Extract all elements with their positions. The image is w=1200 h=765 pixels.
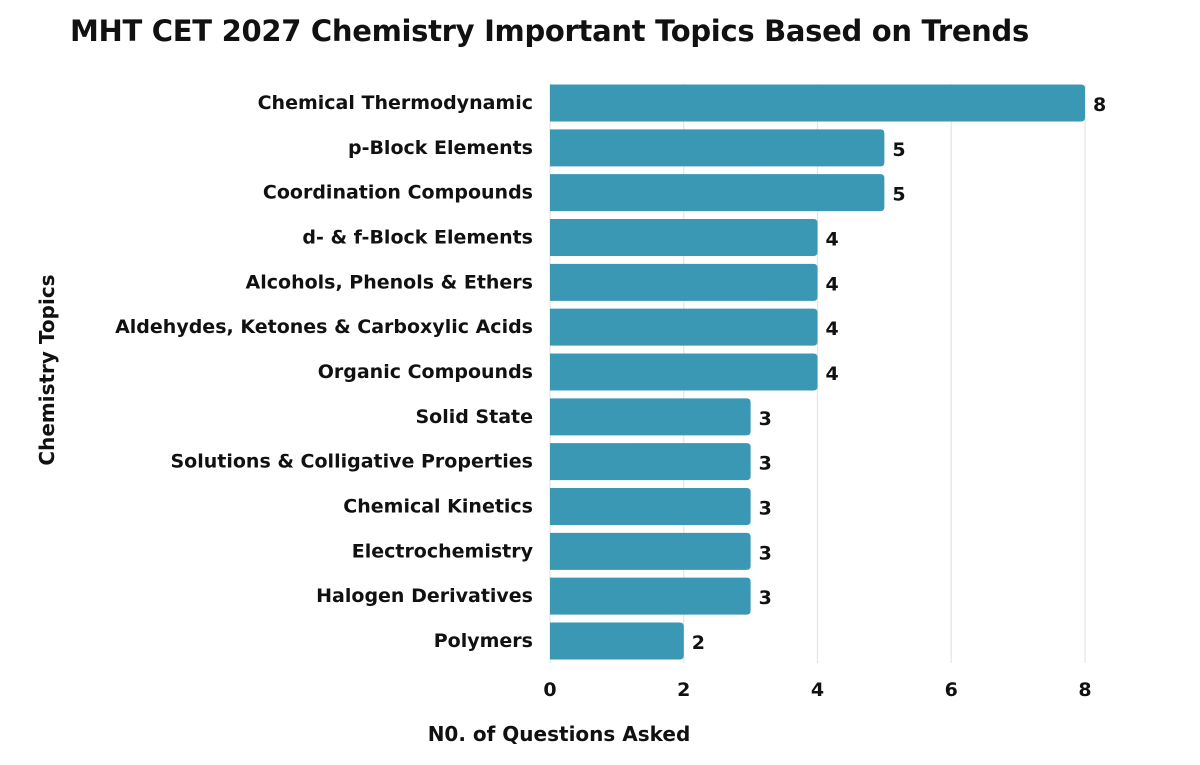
value-label: 2 [692,632,705,654]
category-label: Halogen Derivatives [316,585,533,607]
category-label: Electrochemistry [352,540,534,562]
category-label: Chemical Thermodynamic [258,92,533,114]
category-label: Aldehydes, Ketones & Carboxylic Acids [115,316,533,338]
x-axis-title: N0. of Questions Asked [428,722,691,746]
value-label: 3 [759,408,772,430]
bar [550,129,885,167]
value-label: 4 [826,318,839,340]
category-label: Polymers [434,630,533,652]
value-label: 4 [826,273,839,295]
value-label: 4 [826,229,839,251]
x-tick-label: 8 [1078,679,1091,701]
category-label: Organic Compounds [318,361,533,383]
value-label: 5 [892,184,905,206]
value-label: 3 [759,498,772,520]
bar [550,174,885,212]
value-label: 3 [759,453,772,475]
bar [550,263,818,301]
x-axis-ticks: 0 2 4 6 8 [543,679,1091,701]
category-label: Alcohols, Phenols & Ethers [246,271,533,293]
x-tick-label: 0 [543,679,556,701]
value-label: 8 [1093,94,1106,116]
category-label: d- & f-Block Elements [302,227,533,249]
bar [550,353,818,391]
bar [550,443,751,481]
x-tick-label: 4 [811,679,824,701]
value-labels: 8 5 5 4 4 4 4 3 3 3 3 3 2 [692,94,1106,654]
bars [550,84,1085,660]
bar [550,398,751,436]
category-label: Solutions & Colligative Properties [171,451,534,473]
value-label: 4 [826,363,839,385]
chart-title: MHT CET 2027 Chemistry Important Topics … [70,14,1029,48]
bar [550,532,751,570]
x-tick-label: 6 [945,679,958,701]
value-label: 3 [759,587,772,609]
x-tick-label: 2 [677,679,690,701]
bar [550,622,684,660]
bar [550,308,818,346]
value-label: 5 [892,139,905,161]
value-label: 3 [759,542,772,564]
category-label: Coordination Compounds [263,182,533,204]
y-axis-title: Chemistry Topics [35,274,59,465]
category-label: Chemical Kinetics [343,496,533,518]
category-label: p-Block Elements [348,137,533,159]
bar [550,577,751,615]
bar [550,84,1085,122]
category-labels: Chemical Thermodynamic p-Block Elements Co… [115,92,534,652]
bar [550,488,751,525]
category-label: Solid State [415,406,533,428]
bar [550,219,818,256]
